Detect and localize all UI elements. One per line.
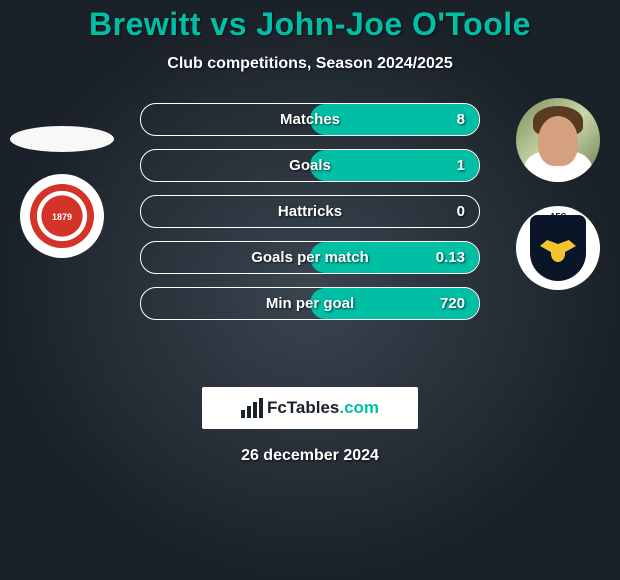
- stat-value: 0.13: [436, 249, 465, 266]
- swindon-badge-icon: [30, 184, 94, 248]
- club-badge-right: [516, 206, 600, 290]
- footer-date: 26 december 2024: [0, 447, 620, 465]
- player-left-avatar-placeholder: [10, 126, 114, 152]
- stat-fill: [310, 150, 479, 181]
- stat-row-hattricks: Hattricks 0: [140, 195, 480, 228]
- stat-value: 8: [457, 111, 465, 128]
- stat-value: 720: [440, 295, 465, 312]
- stat-value: 1: [457, 157, 465, 174]
- page-subtitle: Club competitions, Season 2024/2025: [0, 55, 620, 73]
- stat-label: Goals per match: [251, 249, 369, 266]
- stat-label: Matches: [280, 111, 340, 128]
- player-right-avatar: [516, 98, 600, 182]
- stat-row-goals: Goals 1: [140, 149, 480, 182]
- page-title: Brewitt vs John-Joe O'Toole: [0, 6, 620, 43]
- left-column: [12, 98, 112, 258]
- right-column: [508, 98, 608, 290]
- stat-label: Hattricks: [278, 203, 342, 220]
- club-badge-left: [20, 174, 104, 258]
- stat-label: Goals: [289, 157, 331, 174]
- eagle-icon: [540, 230, 576, 266]
- comparison-panel: Matches 8 Goals 1 Hattricks 0 Goals per …: [0, 103, 620, 363]
- footer-brand-suffix: .com: [339, 398, 379, 417]
- footer-brand-text: FcTables.com: [267, 398, 379, 418]
- stat-value: 0: [457, 203, 465, 220]
- stat-label: Min per goal: [266, 295, 354, 312]
- stat-row-goals-per-match: Goals per match 0.13: [140, 241, 480, 274]
- stats-list: Matches 8 Goals 1 Hattricks 0 Goals per …: [140, 103, 480, 320]
- afc-badge-icon: [530, 215, 586, 281]
- bar-chart-icon: [241, 398, 263, 418]
- stat-row-min-per-goal: Min per goal 720: [140, 287, 480, 320]
- footer-brand-box: FcTables.com: [202, 387, 418, 429]
- header: Brewitt vs John-Joe O'Toole Club competi…: [0, 0, 620, 73]
- footer-brand-name: FcTables: [267, 398, 339, 417]
- stat-row-matches: Matches 8: [140, 103, 480, 136]
